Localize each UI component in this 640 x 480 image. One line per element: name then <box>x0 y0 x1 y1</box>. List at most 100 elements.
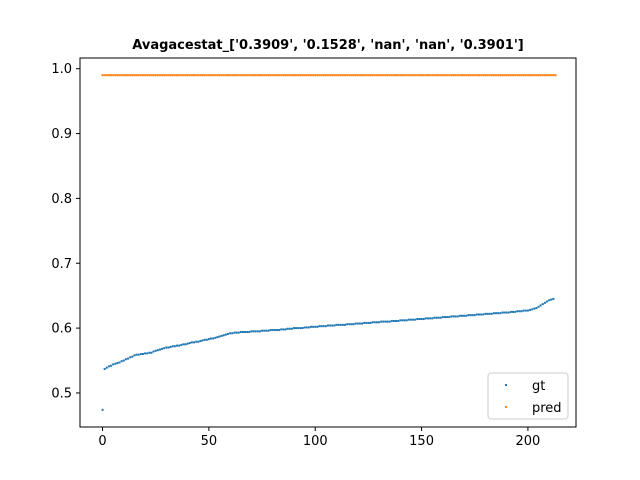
gt-point <box>180 343 183 346</box>
pred-point <box>541 74 544 77</box>
pred-point <box>507 74 510 77</box>
gt-point <box>422 318 425 321</box>
gt-point <box>337 323 340 326</box>
gt-point <box>378 321 381 324</box>
gt-point <box>239 330 242 333</box>
pred-point <box>295 74 298 77</box>
gt-point <box>320 325 323 328</box>
pred-point <box>475 74 478 77</box>
pred-point <box>118 74 121 77</box>
gt-point <box>110 364 113 367</box>
pred-point <box>127 74 130 77</box>
pred-point <box>454 74 457 77</box>
gt-point <box>454 315 457 318</box>
pred-point <box>122 74 125 77</box>
pred-point <box>186 74 189 77</box>
pred-point <box>297 74 300 77</box>
pred-point <box>146 74 149 77</box>
gt-point <box>165 346 168 349</box>
gt-point <box>533 307 536 310</box>
gt-point <box>103 367 106 370</box>
gt-point <box>271 329 274 332</box>
pred-point <box>331 74 334 77</box>
pred-point <box>482 74 485 77</box>
gt-point <box>182 343 185 346</box>
pred-point <box>424 74 427 77</box>
y-tick-label: 0.6 <box>51 322 72 337</box>
gt-point <box>224 333 227 336</box>
gt-point <box>486 312 489 315</box>
gt-point <box>316 325 319 328</box>
gt-point <box>235 331 238 334</box>
gt-point <box>303 326 306 329</box>
pred-point <box>369 74 372 77</box>
gt-point <box>397 319 400 322</box>
gt-point <box>146 352 149 355</box>
gt-point <box>358 322 361 325</box>
pred-point <box>248 74 251 77</box>
gt-point <box>531 308 534 311</box>
gt-point <box>190 341 193 344</box>
pred-point <box>365 74 368 77</box>
legend-pred-marker <box>505 406 507 408</box>
pred-point <box>314 74 317 77</box>
pred-point <box>469 74 472 77</box>
gt-point <box>254 330 257 333</box>
pred-point <box>537 74 540 77</box>
pred-point <box>465 74 468 77</box>
gt-point <box>375 321 378 324</box>
y-tick-label: 0.5 <box>51 386 72 401</box>
pred-point <box>384 74 387 77</box>
pred-point <box>512 74 515 77</box>
pred-point <box>212 74 215 77</box>
gt-point <box>548 299 551 302</box>
pred-point <box>286 74 289 77</box>
pred-point <box>220 74 223 77</box>
gt-point <box>265 329 268 332</box>
pred-point <box>312 74 315 77</box>
gt-point <box>327 324 329 327</box>
pred-point <box>101 74 104 77</box>
pred-point <box>141 74 144 77</box>
pred-point <box>288 74 291 77</box>
pred-point <box>201 74 204 77</box>
gt-point <box>290 327 293 330</box>
pred-point <box>210 74 213 77</box>
pred-point <box>535 74 538 77</box>
pred-point <box>356 74 359 77</box>
pred-point <box>269 74 272 77</box>
pred-point <box>446 74 449 77</box>
pred-point <box>552 74 555 77</box>
gt-point <box>507 311 510 314</box>
pred-point <box>175 74 178 77</box>
pred-point <box>244 74 247 77</box>
pred-point <box>165 74 168 77</box>
gt-point <box>516 310 519 313</box>
gt-point <box>367 321 370 324</box>
gt-point <box>322 325 325 328</box>
pred-point <box>554 74 557 77</box>
gt-point <box>318 325 321 328</box>
pred-point <box>354 74 357 77</box>
gt-point <box>295 327 298 330</box>
gt-point <box>222 334 225 337</box>
pred-point <box>431 74 434 77</box>
gt-point <box>418 318 421 321</box>
gt-point <box>269 329 272 332</box>
pred-point <box>461 74 463 77</box>
pred-point <box>403 74 406 77</box>
gt-point <box>288 327 291 330</box>
pred-point <box>539 74 542 77</box>
pred-point <box>412 74 415 77</box>
pred-point <box>420 74 423 77</box>
pred-point <box>135 74 138 77</box>
gt-point <box>280 328 283 331</box>
pred-point <box>488 74 491 77</box>
gt-point <box>118 361 121 364</box>
pred-point <box>480 74 483 77</box>
pred-point <box>397 74 400 77</box>
pred-point <box>327 74 329 77</box>
gt-point <box>346 323 349 326</box>
pred-point <box>520 74 523 77</box>
gt-point <box>546 300 549 303</box>
